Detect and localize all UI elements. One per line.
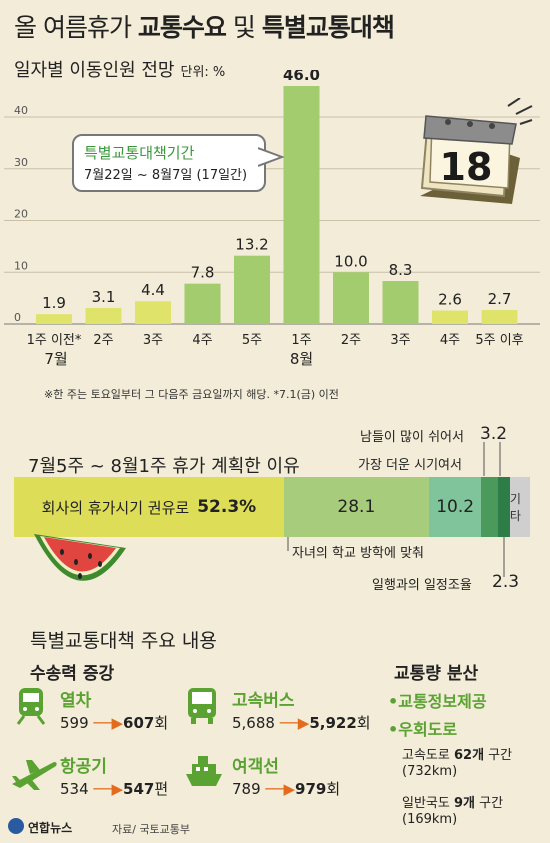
calendar-day: 18 [440, 145, 493, 189]
arrow-icon: ──▶ [93, 780, 124, 798]
callout-pointer [258, 147, 285, 167]
segment-label: 회사의 휴가시기 권유로 [41, 498, 190, 517]
segment-value: 52.3% [197, 497, 257, 517]
bar [36, 314, 72, 324]
leader-line-school [287, 537, 289, 551]
calendar-icon: 18 [420, 98, 533, 204]
x-tick-label: 5주 이후 [475, 333, 523, 348]
label-hottest: 가장 더운 시기여서 [358, 458, 462, 473]
footer-source: 자료/ 국토교통부 [112, 823, 191, 836]
national-road-km: (169km) [402, 812, 458, 827]
reasons-title: 7월5주 ~ 8월1주 휴가 계획한 이유 [28, 456, 300, 477]
value-schedule: 2.3 [492, 572, 520, 592]
x-tick-label: 4주 [440, 333, 460, 348]
segment-value: 28.1 [337, 497, 376, 517]
x-tick-label: 1주 [291, 333, 311, 348]
month-label: 7월 [44, 350, 67, 368]
ship-name: 여객선 [232, 757, 279, 777]
watermelon-icon [34, 534, 126, 581]
leader-line-schedule [503, 537, 505, 577]
ship-icon [186, 756, 222, 786]
airplane-icon [12, 760, 57, 790]
bar [382, 281, 419, 324]
value-label: 7.8 [191, 264, 215, 282]
special-period-callout: 특별교통대책기간 7월22일 ~ 8월7일 (17일간) [72, 134, 266, 192]
distribution-title: 교통량 분산 [394, 664, 479, 684]
y-tick-label: 0 [14, 311, 21, 324]
x-tick-label: 2주 [93, 333, 113, 348]
bar [234, 255, 270, 324]
train-values: 599 ──▶607회 [60, 714, 169, 732]
train-icon [16, 688, 46, 725]
bus-icon [188, 688, 216, 724]
value-label: 4.4 [141, 281, 165, 299]
y-tick-label: 20 [14, 208, 28, 221]
x-tick-label: 1주 이전* [27, 333, 82, 348]
segment-value: 10.2 [436, 497, 475, 517]
weekly-travel-chart: 0 10 20 30 40 1.9 1주 이전* 3.1 2주 4.4 3주 7.8 4주 13.2 5주 4… [4, 70, 540, 368]
bar [432, 310, 468, 324]
label-school-vacation: 자녀의 학교 방학에 맞춰 [292, 546, 424, 561]
bar [333, 272, 369, 324]
dist-item-traffic-info: •교통정보제공 [388, 692, 487, 711]
highway-km: (732km) [402, 764, 458, 779]
stacked-segment: 기타 [509, 477, 530, 537]
label-others-rest: 남들이 많이 쉬어서 [360, 430, 464, 445]
value-label: 1.9 [42, 294, 66, 312]
bar [283, 86, 320, 324]
national-road-detour: 일반국도 9개 구간 [402, 796, 504, 811]
y-tick-label: 30 [14, 156, 28, 169]
arrow-icon: ──▶ [93, 714, 124, 732]
stacked-segment: 10.2 [428, 477, 482, 537]
bar [184, 283, 221, 324]
yonhap-logo-icon [8, 818, 24, 834]
y-tick-label: 10 [14, 259, 28, 272]
value-label: 46.0 [283, 70, 320, 84]
measures-title: 특별교통대책 주요 내용 [30, 630, 217, 652]
y-tick-label: 40 [14, 104, 28, 117]
callout-period: 7월22일 ~ 8월7일 (17일간) [84, 168, 248, 183]
highway-detour: 고속도로 62개 구간 [402, 748, 513, 763]
label-schedule: 일행과의 일정조율 [372, 578, 472, 593]
bar [135, 301, 171, 324]
ship-values: 789 ──▶979회 [232, 780, 341, 798]
stacked-segment [481, 477, 498, 537]
x-tick-label: 4주 [192, 333, 212, 348]
value-label: 8.3 [389, 261, 413, 279]
x-tick-label: 2주 [341, 333, 361, 348]
stacked-segment: 회사의 휴가시기 권유로 52.3% [14, 477, 284, 537]
airplane-name: 항공기 [60, 757, 107, 777]
capacity-title: 수송력 증강 [30, 664, 115, 684]
value-label: 2.7 [488, 290, 512, 308]
bus-name: 고속버스 [232, 691, 295, 711]
airplane-values: 534 ──▶547편 [60, 780, 169, 798]
bar [481, 310, 518, 324]
stacked-segment: 28.1 [283, 477, 429, 537]
footer-logo: 연합뉴스 [28, 821, 73, 835]
train-name: 열차 [60, 691, 92, 711]
chart-subtitle: 일자별 이동인원 전망 단위: % [14, 60, 226, 81]
x-tick-label: 3주 [390, 333, 410, 348]
arrow-icon: ──▶ [265, 780, 296, 798]
value-label: 13.2 [235, 236, 268, 254]
chart-footnote: ※한 주는 토요일부터 그 다음주 금요일까지 해당. *7.1(금) 이전 [44, 388, 339, 401]
x-tick-label: 3주 [143, 333, 163, 348]
value-label: 3.1 [92, 288, 116, 306]
dist-item-detour: •우회도로 [388, 720, 458, 739]
x-tick-label: 5주 [242, 333, 262, 348]
stacked-segment [498, 477, 510, 537]
page-title: 올 여름휴가 교통수요 및 특별교통대책 [14, 13, 395, 42]
leader-lines-top [483, 442, 501, 476]
arrow-icon: ──▶ [279, 714, 310, 732]
month-label: 8월 [290, 350, 313, 368]
value-others-rest: 3.2 [480, 424, 508, 444]
value-label: 2.6 [438, 291, 462, 309]
value-label: 10.0 [334, 252, 367, 270]
reasons-stacked-bar: 회사의 휴가시기 권유로 52.3% 28.1 10.2 기타 [14, 477, 530, 537]
bar [85, 307, 122, 324]
bus-values: 5,688 ──▶5,922회 [232, 714, 371, 732]
segment-label: 기타 [509, 492, 521, 523]
callout-title: 특별교통대책기간 [84, 144, 195, 162]
